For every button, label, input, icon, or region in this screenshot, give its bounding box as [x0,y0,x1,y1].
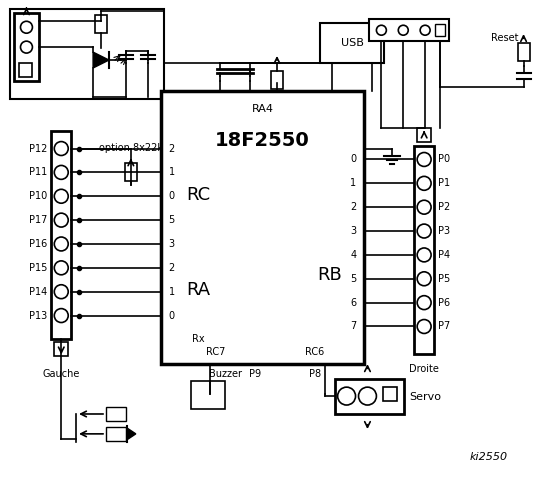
Bar [106,427,126,441]
Text: RB: RB [317,266,342,284]
Text: P7: P7 [438,322,450,332]
Text: 3: 3 [169,239,175,249]
Text: P4: P4 [438,250,450,260]
Circle shape [54,261,68,275]
Circle shape [417,153,431,167]
Circle shape [398,25,408,35]
Circle shape [54,189,68,203]
Circle shape [420,25,430,35]
Text: 2: 2 [169,263,175,273]
Text: 5: 5 [350,274,357,284]
Text: 2: 2 [169,144,175,154]
Text: RC6: RC6 [305,348,325,357]
Text: P1: P1 [438,179,450,188]
Text: 3: 3 [351,226,357,236]
Text: USB: USB [341,38,363,48]
Bar [18,63,33,77]
Text: 18F2550: 18F2550 [215,131,310,150]
Circle shape [377,25,387,35]
Text: P6: P6 [438,298,450,308]
Bar [13,13,39,81]
Bar [125,164,137,181]
Circle shape [417,224,431,238]
Text: 6: 6 [351,298,357,308]
Bar [271,71,283,89]
Text: P14: P14 [29,287,48,297]
Text: P17: P17 [29,215,48,225]
Circle shape [358,387,377,405]
Text: Buzzer: Buzzer [209,369,242,379]
Circle shape [417,200,431,214]
Text: P2: P2 [438,202,450,212]
Polygon shape [127,428,136,440]
Bar [161,91,364,364]
Bar [51,131,71,339]
Bar [106,407,126,421]
Circle shape [54,237,68,251]
Circle shape [417,296,431,310]
Circle shape [338,387,356,405]
Text: P12: P12 [29,144,48,154]
Text: 2: 2 [350,202,357,212]
Bar [190,381,225,409]
Text: P10: P10 [29,191,48,201]
Text: Gauche: Gauche [43,369,80,379]
Text: RA4: RA4 [252,104,274,114]
Text: RC: RC [186,186,211,204]
Text: 4: 4 [351,250,357,260]
Text: RC7: RC7 [206,348,225,357]
Bar [9,9,164,99]
Text: P8: P8 [309,369,321,379]
Bar [95,15,107,33]
Text: Servo: Servo [409,392,441,402]
Text: P3: P3 [438,226,450,236]
Text: Rx: Rx [192,335,205,345]
Text: 7: 7 [350,322,357,332]
Bar [518,43,530,61]
Text: P9: P9 [249,369,261,379]
Text: P16: P16 [29,239,48,249]
Text: P15: P15 [29,263,48,273]
Circle shape [54,142,68,156]
Text: Reset: Reset [491,33,519,43]
Polygon shape [93,52,109,68]
Text: 5: 5 [169,215,175,225]
Bar [414,145,434,354]
Text: P11: P11 [29,168,48,178]
Text: Droite: Droite [409,364,439,374]
Text: 0: 0 [169,311,175,321]
Circle shape [417,248,431,262]
Bar [383,387,397,401]
Text: ki2550: ki2550 [469,452,508,462]
Circle shape [20,21,33,33]
Text: 0: 0 [351,155,357,165]
Circle shape [20,41,33,53]
Circle shape [54,285,68,299]
Circle shape [417,320,431,334]
Text: 1: 1 [169,287,175,297]
Text: P0: P0 [438,155,450,165]
Bar [417,128,431,142]
Bar [435,24,445,36]
Bar [320,23,384,63]
Text: P13: P13 [29,311,48,321]
Text: P5: P5 [438,274,450,284]
Text: RA: RA [186,281,211,299]
Bar [54,342,68,356]
Text: 1: 1 [351,179,357,188]
Circle shape [417,272,431,286]
Circle shape [54,166,68,180]
Circle shape [54,309,68,323]
Text: 1: 1 [169,168,175,178]
Circle shape [417,176,431,190]
Bar [335,379,404,414]
Text: 0: 0 [169,191,175,201]
Bar [369,19,449,41]
Circle shape [54,213,68,227]
Text: option 8x22k: option 8x22k [99,143,163,153]
